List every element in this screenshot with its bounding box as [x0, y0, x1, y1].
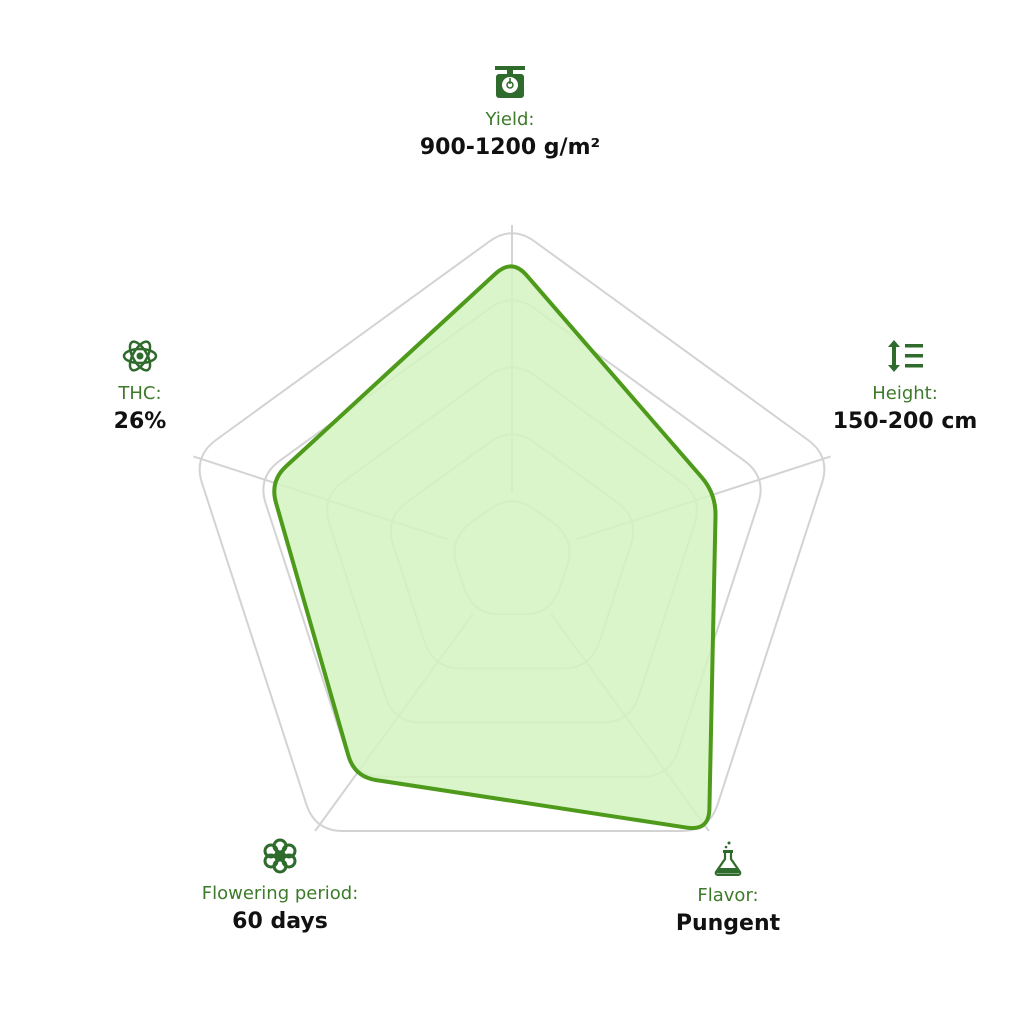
- series-area-0: [272, 264, 718, 831]
- height-icon: [888, 340, 923, 372]
- axis-label-text: Flowering period:: [201, 883, 359, 904]
- axis-label-yield: Yield: 900-1200 g/m²: [390, 64, 630, 164]
- axis-value-text: 60 days: [232, 909, 328, 934]
- axis-value-text: 26%: [113, 409, 167, 434]
- axis-label-text: Flavor:: [697, 885, 759, 906]
- axis-label-text: Height:: [872, 383, 938, 404]
- axis-label-text: Yield:: [485, 109, 535, 130]
- flower-icon: [263, 838, 297, 874]
- axis-label-height: Height: 150-200 cm: [785, 338, 1020, 438]
- axis-label-text: THC:: [118, 383, 162, 404]
- radar-series: [272, 264, 718, 831]
- axis-label-flavor: Flavor: Pungent: [608, 840, 848, 940]
- flask-icon: [714, 841, 742, 876]
- axis-value-text: Pungent: [675, 911, 781, 936]
- axis-label-flowering-period: Flowering period: 60 days: [160, 838, 400, 938]
- axis-value-text: 150-200 cm: [832, 409, 978, 434]
- atom-icon: [122, 340, 158, 372]
- axis-label-thc: THC: 26%: [20, 338, 260, 438]
- axis-value-text: 900-1200 g/m²: [419, 135, 601, 160]
- scale-icon: [495, 66, 525, 98]
